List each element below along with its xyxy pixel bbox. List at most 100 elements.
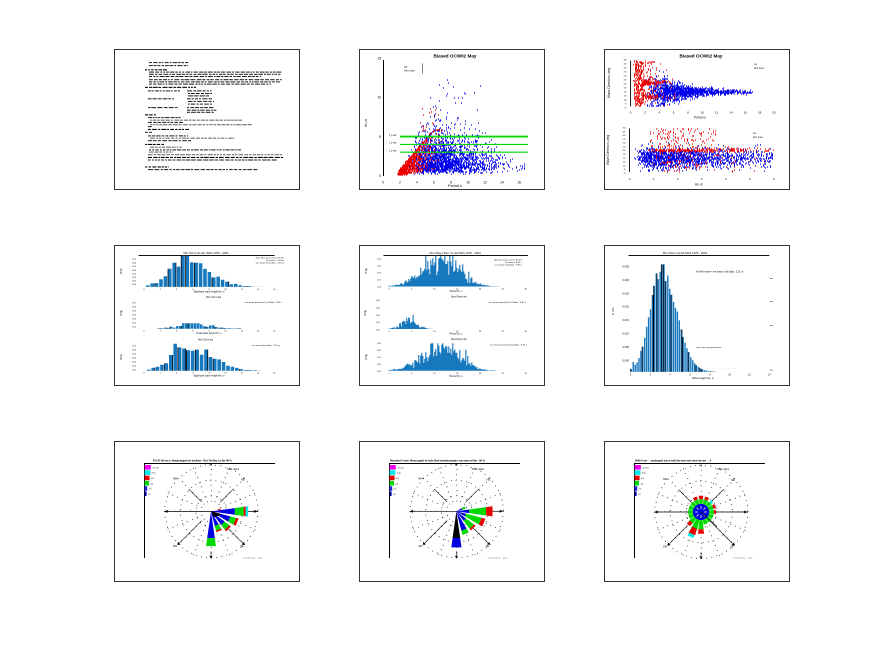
svg-text:Ann mea: Ann mea (404, 69, 415, 73)
svg-text:0.035: 0.035 (623, 265, 630, 269)
svg-text:15% calms: 15% calms (472, 468, 485, 471)
svg-text:0: 0 (630, 374, 632, 377)
svg-text:0.02: 0.02 (377, 273, 382, 275)
svg-text:15% calms: 15% calms (717, 468, 730, 471)
svg-text:0.04: 0.04 (132, 315, 137, 317)
svg-text:275: 275 (623, 139, 626, 141)
svg-text:16: 16 (273, 331, 276, 333)
svg-text:2: 2 (160, 331, 162, 333)
svg-text:2-4: 2-4 (639, 489, 642, 491)
svg-text:15: 15 (456, 373, 459, 375)
svg-text:14: 14 (729, 111, 733, 115)
svg-text:150: 150 (623, 158, 626, 160)
svg-text:0.00: 0.00 (376, 330, 381, 332)
svg-text:NW: NW (418, 476, 423, 480)
svg-text:Period Tp, s: Period Tp, s (450, 290, 464, 293)
svg-text:15: 15 (377, 57, 381, 61)
svg-text:6: 6 (673, 111, 675, 115)
svg-text:ws: ws (404, 66, 408, 69)
svg-text:5: 5 (411, 288, 413, 290)
svg-text:0.015: 0.015 (623, 318, 630, 322)
svg-text:16: 16 (517, 181, 521, 185)
svg-text:0.03: 0.03 (377, 266, 382, 268)
svg-text:0-2: 0-2 (638, 494, 641, 496)
svg-text:6: 6 (689, 374, 691, 377)
svg-text:2: 2 (650, 374, 652, 377)
svg-text:0.03: 0.03 (377, 350, 382, 352)
svg-text:0.00: 0.00 (377, 287, 382, 289)
svg-text:20: 20 (479, 288, 482, 290)
svg-text:12: 12 (241, 331, 244, 333)
svg-text:0-2: 0-2 (148, 494, 151, 496)
svg-text:16: 16 (273, 289, 276, 291)
svg-text:15% calms: 15% calms (227, 468, 240, 471)
svg-text:Msr OCnn dst.: Msr OCnn dst. (206, 296, 222, 299)
svg-text:350: 350 (624, 60, 627, 62)
svg-text:10: 10 (433, 331, 436, 333)
svg-text:Period s: Period s (694, 115, 706, 119)
svg-text:P, 1/m: P, 1/m (611, 306, 615, 314)
svg-text:Ann mea: Ann mea (753, 136, 763, 139)
svg-text:225: 225 (624, 80, 627, 82)
svg-text:SE: SE (730, 545, 734, 549)
svg-text:325: 325 (623, 131, 626, 133)
svg-text:N: N (209, 463, 211, 467)
svg-text:0.03: 0.03 (132, 273, 137, 275)
svg-text:3: 3 (701, 177, 703, 181)
svg-text:100: 100 (624, 100, 627, 102)
svg-text:1 y extr: 1 y extr (389, 134, 397, 137)
svg-text:0.04: 0.04 (377, 343, 382, 345)
svg-text:325: 325 (624, 64, 627, 66)
svg-text:>10 m/s: >10 m/s (642, 466, 649, 469)
svg-text:N: N (699, 464, 701, 468)
svg-text:0-2: 0-2 (393, 494, 396, 496)
svg-text:25: 25 (502, 373, 505, 375)
svg-text:9999 9 ww . . wwdwgwd ww w wd: 9999 9 ww . . wwdwgwd ww w wdd Nw wwr ww… (635, 460, 712, 463)
svg-text:0.02: 0.02 (132, 366, 137, 368)
svg-text:5: 5 (379, 135, 381, 139)
svg-text:5: 5 (411, 331, 413, 333)
svg-text:1 y extr: 1 y extr (389, 149, 397, 152)
svg-text:Ann mea: Ann mea (754, 67, 764, 70)
svg-text:est. mean of period Tp all dat: est. mean of period Tp all data : 9.61 s (245, 301, 283, 304)
svg-text:6: 6 (773, 177, 775, 181)
svg-text:250: 250 (624, 76, 627, 78)
svg-text:25: 25 (502, 331, 505, 333)
svg-text:10: 10 (377, 96, 381, 100)
svg-text:0.05: 0.05 (132, 311, 137, 313)
svg-text:30: 30 (524, 331, 527, 333)
svg-text:75: 75 (625, 103, 627, 105)
svg-text:20: 20 (479, 373, 482, 375)
svg-text:0.005: 0.005 (623, 345, 630, 349)
svg-text:Period Tp, s: Period Tp, s (450, 375, 464, 378)
svg-text:300: 300 (624, 68, 627, 70)
svg-text:Period s: Period s (448, 184, 462, 188)
svg-text:0.02: 0.02 (376, 315, 381, 317)
svg-text:0.01: 0.01 (132, 281, 137, 283)
svg-text:10: 10 (466, 181, 470, 185)
svg-text:300: 300 (623, 135, 626, 137)
svg-text:0: 0 (143, 289, 145, 291)
svg-text:. . . . . . . . . . . . . .: . . . . . . . . . . . . . . . . . (717, 367, 737, 369)
svg-text:0: 0 (388, 288, 390, 290)
svg-text:P(Tp): P(Tp) (364, 310, 367, 316)
svg-text:2: 2 (644, 111, 646, 115)
svg-text:16: 16 (273, 373, 276, 375)
svg-text:Hs, m: Hs, m (364, 118, 368, 127)
svg-text:0.025: 0.025 (623, 291, 630, 295)
svg-text:SW: SW (173, 544, 178, 548)
svg-text:SW: SW (418, 544, 423, 548)
svg-text:0.02: 0.02 (132, 323, 137, 325)
svg-text:8-10: 8-10 (397, 473, 401, 475)
svg-text:4: 4 (176, 373, 178, 375)
svg-text:10: 10 (224, 289, 227, 291)
svg-text:6: 6 (192, 373, 194, 375)
svg-text:8: 8 (209, 289, 211, 291)
svg-text:Am Rw mean = est mean of al: Am Rw mean = est mean of all data : 2.51… (696, 271, 743, 274)
svg-text:Wave Direction, deg: Wave Direction, deg (606, 135, 610, 166)
svg-text:8: 8 (450, 181, 452, 185)
svg-text:4: 4 (416, 181, 418, 185)
svg-text:12: 12 (748, 374, 751, 377)
svg-text:6-8: 6-8 (641, 478, 644, 480)
svg-text:1: 1 (653, 177, 655, 181)
